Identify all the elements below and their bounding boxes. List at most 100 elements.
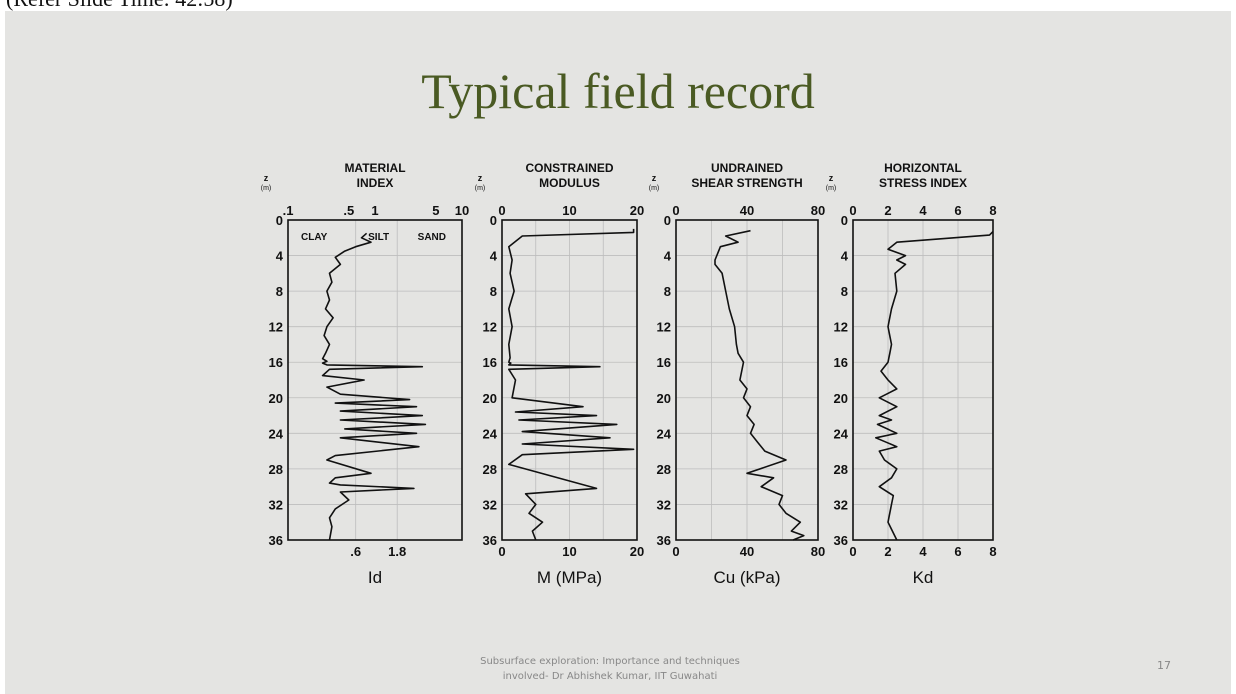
y-axis-unit: (m) (826, 185, 837, 192)
soil-type-annotation: CLAY (301, 232, 328, 243)
bottom-tick-label: 20 (630, 544, 644, 559)
top-tick-label: 20 (630, 203, 644, 218)
bottom-tick-label: 10 (562, 544, 576, 559)
y-axis-unit: (m) (649, 185, 660, 192)
bottom-tick-label: .6 (350, 544, 361, 559)
y-tick-label: 28 (269, 462, 283, 477)
y-axis-unit: (m) (475, 185, 486, 192)
y-tick-label: 0 (664, 213, 671, 228)
bottom-tick-label: 40 (740, 544, 754, 559)
slide-title: Typical field record (421, 63, 815, 119)
panel-title: HORIZONTAL (884, 161, 962, 175)
plot-frame (287, 219, 463, 541)
y-tick-label: 4 (490, 249, 498, 264)
y-tick-label: 20 (834, 391, 848, 406)
panel-title: UNDRAINED (711, 161, 783, 175)
y-tick-label: 12 (483, 320, 497, 335)
y-tick-label: 8 (490, 284, 497, 299)
plot-frame (852, 219, 994, 541)
y-tick-label: 24 (269, 426, 284, 441)
panel-title: MODULUS (539, 176, 600, 190)
y-tick-label: 20 (483, 391, 497, 406)
y-tick-label: 4 (276, 249, 284, 264)
y-tick-label: 16 (657, 355, 671, 370)
y-axis-label: z (478, 173, 483, 183)
x-axis-label: Cu (kPa) (713, 568, 780, 587)
bottom-tick-label: 0 (498, 544, 505, 559)
bottom-tick-label: 6 (954, 544, 961, 559)
slide-time-caption: (Refer Slide Time: 42:58) (6, 0, 233, 12)
y-tick-label: 8 (664, 284, 671, 299)
soil-type-annotation: SILT (368, 232, 389, 243)
bottom-tick-label: 0 (672, 544, 679, 559)
footer-line-2: involved- Dr Abhishek Kumar, IIT Guwahat… (502, 671, 718, 682)
y-tick-label: 16 (834, 355, 848, 370)
y-tick-label: 28 (657, 462, 671, 477)
top-tick-label: 6 (954, 203, 961, 218)
y-tick-label: 0 (841, 213, 848, 228)
y-tick-label: 32 (483, 497, 497, 512)
top-tick-label: 10 (455, 203, 469, 218)
data-line (714, 229, 805, 541)
x-axis-label: Id (368, 568, 382, 587)
page-number: 17 (1157, 659, 1171, 672)
y-tick-label: 0 (276, 213, 283, 228)
y-tick-label: 20 (657, 391, 671, 406)
bottom-tick-label: 80 (811, 544, 825, 559)
top-tick-label: 1 (371, 203, 378, 218)
y-tick-label: 8 (841, 284, 848, 299)
top-tick-label: 8 (989, 203, 996, 218)
y-tick-label: 12 (269, 320, 283, 335)
y-axis-label: z (652, 173, 657, 183)
y-axis-label: z (829, 173, 834, 183)
y-tick-label: 24 (834, 426, 849, 441)
y-tick-label: 20 (269, 391, 283, 406)
data-line (321, 232, 427, 541)
y-tick-label: 24 (483, 426, 498, 441)
bottom-tick-label: 1.8 (388, 544, 406, 559)
y-tick-label: 36 (269, 533, 283, 548)
top-tick-label: .1 (283, 203, 294, 218)
top-tick-label: 40 (740, 203, 754, 218)
y-tick-label: 36 (657, 533, 671, 548)
top-tick-label: 5 (432, 203, 439, 218)
y-tick-label: 36 (834, 533, 848, 548)
slide-canvas (5, 11, 1231, 694)
panel-title: SHEAR STRENGTH (691, 176, 802, 190)
y-tick-label: 24 (657, 426, 672, 441)
panel-title: CONSTRAINED (525, 161, 613, 175)
y-tick-label: 0 (490, 213, 497, 228)
top-tick-label: 4 (919, 203, 927, 218)
y-tick-label: 8 (276, 284, 283, 299)
y-tick-label: 32 (657, 497, 671, 512)
data-line (874, 231, 994, 541)
data-line (507, 228, 635, 541)
top-tick-label: .5 (343, 203, 354, 218)
y-tick-label: 16 (483, 355, 497, 370)
bottom-tick-label: 4 (919, 544, 927, 559)
y-tick-label: 32 (834, 497, 848, 512)
y-tick-label: 28 (483, 462, 497, 477)
x-axis-label: M (MPa) (537, 568, 602, 587)
bottom-tick-label: 8 (989, 544, 996, 559)
top-tick-label: 80 (811, 203, 825, 218)
plot-frame (501, 219, 638, 541)
top-tick-label: 0 (498, 203, 505, 218)
footer-line-1: Subsurface exploration: Importance and t… (480, 656, 740, 667)
y-axis-label: z (264, 173, 269, 183)
slide-footer: Subsurface exploration: Importance and t… (400, 654, 820, 684)
top-tick-label: 2 (884, 203, 891, 218)
panel-title: STRESS INDEX (879, 176, 967, 190)
y-tick-label: 4 (664, 249, 672, 264)
y-tick-label: 12 (657, 320, 671, 335)
soil-type-annotation: SAND (418, 232, 446, 243)
top-tick-label: 0 (672, 203, 679, 218)
y-tick-label: 16 (269, 355, 283, 370)
y-axis-unit: (m) (261, 185, 272, 192)
top-tick-label: 10 (562, 203, 576, 218)
y-tick-label: 36 (483, 533, 497, 548)
bottom-tick-label: 2 (884, 544, 891, 559)
bottom-tick-label: 0 (849, 544, 856, 559)
top-tick-label: 0 (849, 203, 856, 218)
